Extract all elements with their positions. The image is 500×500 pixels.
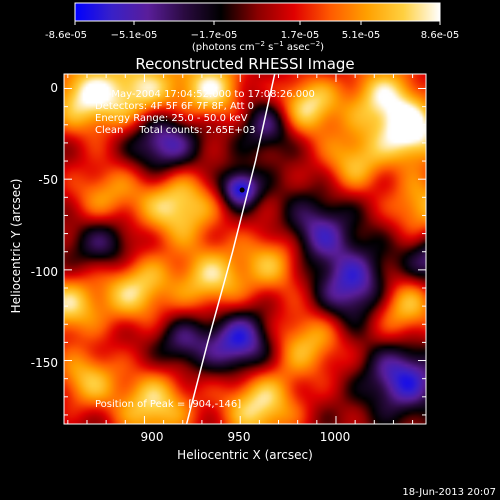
colorbar-units: (photons cm−2 s−1 asec−2) [192, 40, 324, 53]
y-axis-label: Heliocentric Y (arcsec) [9, 179, 23, 314]
colorbar-tick-3: 1.7e-05 [281, 30, 319, 41]
colorbar-tick-4: 5.1e-05 [342, 30, 380, 41]
annotation-clean: Clean Total counts: 2.65E+03 [95, 125, 255, 136]
x-tick-1000: 1000 [320, 430, 351, 444]
solar-limb-curve [185, 74, 276, 424]
colorbar-tick-2: −1.7e-05 [191, 30, 238, 41]
peak-position-label: Position of Peak = [904,-146] [95, 399, 241, 410]
chart-title: Reconstructed RHESSI Image [135, 55, 354, 73]
colorbar-tick-1: −5.1e-05 [111, 30, 158, 41]
x-axis-label: Heliocentric X (arcsec) [177, 448, 313, 462]
colorbar-tick-5: 8.6e-05 [421, 30, 459, 41]
colorbar [74, 2, 441, 22]
annotation-energy: Energy Range: 25.0 - 50.0 keV [95, 113, 248, 124]
y-tick-minus-50: -50 [38, 173, 58, 187]
axis-ticks [64, 74, 426, 424]
footer-timestamp: 18-Jun-2013 20:07 [402, 487, 496, 498]
limb-center-marker [239, 187, 245, 193]
y-tick-0: 0 [50, 81, 58, 95]
x-tick-950: 950 [228, 430, 251, 444]
y-tick-minus-150: -150 [31, 356, 58, 370]
colorbar-tick-0: -8.6e-05 [45, 30, 87, 41]
x-tick-900: 900 [141, 430, 164, 444]
y-tick-minus-100: -100 [31, 265, 58, 279]
colorbar-ticks [74, 21, 441, 25]
annotation-detectors: Detectors: 4F 5F 6F 7F 8F, Att 0 [95, 101, 254, 112]
plot-frame [63, 73, 427, 425]
heatmap-image [64, 74, 426, 424]
annotation-time: 17-May-2004 17:04:52.000 to 17:08:26.000 [95, 89, 315, 100]
